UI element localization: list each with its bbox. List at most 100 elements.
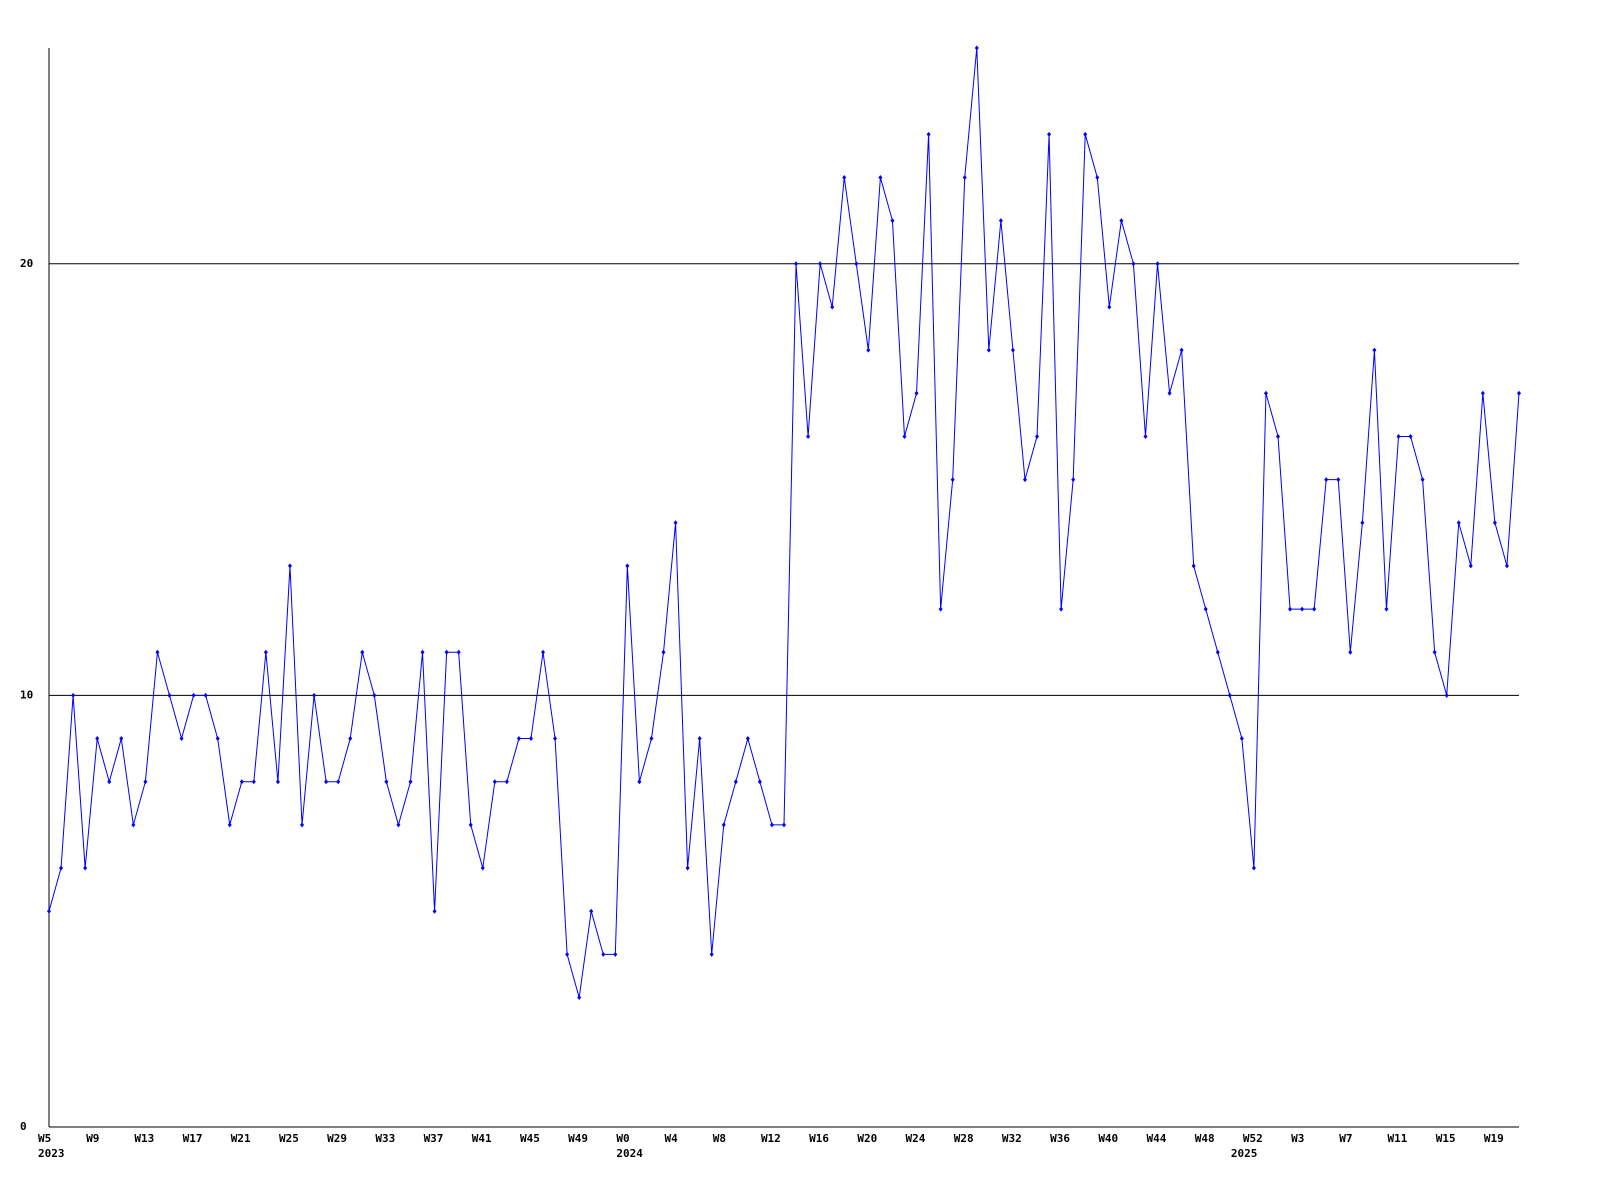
data-point (468, 822, 473, 828)
data-point (384, 779, 389, 785)
data-point (1468, 563, 1473, 569)
data-point (938, 606, 943, 612)
data-point (1119, 218, 1124, 224)
data-point (239, 779, 244, 785)
x-tick-label: W24 (906, 1132, 926, 1145)
data-point (155, 649, 160, 655)
data-point (95, 736, 100, 742)
data-point (167, 692, 172, 698)
data-point (1276, 433, 1281, 439)
data-point (986, 347, 991, 353)
data-point (890, 218, 895, 224)
data-point (360, 649, 365, 655)
data-point (372, 692, 377, 698)
data-point (480, 865, 485, 871)
data-point (782, 822, 786, 828)
data-point (203, 692, 208, 698)
data-point (1432, 649, 1437, 655)
data-line (48, 47, 1520, 998)
x-tick-label: W19 (1484, 1132, 1504, 1145)
data-point (1167, 390, 1172, 396)
data-point (962, 174, 967, 180)
data-point (1444, 692, 1449, 698)
x-tick-label: W41 (472, 1132, 492, 1145)
data-point (1022, 477, 1027, 483)
data-point (745, 736, 750, 742)
x-tick-label: W8 (713, 1132, 726, 1145)
data-point (1263, 390, 1268, 396)
data-point (1083, 131, 1088, 137)
x-tick-label: W36 (1050, 1132, 1070, 1145)
data-point (1155, 261, 1160, 267)
data-point (1360, 520, 1365, 526)
data-point (613, 951, 618, 957)
data-point (444, 649, 449, 655)
data-point (71, 692, 76, 698)
data-point (348, 736, 353, 742)
data-point (794, 261, 799, 267)
x-tick-label: W9 (86, 1132, 99, 1145)
data-point (1396, 433, 1401, 439)
x-tick-label: W11 (1388, 1132, 1408, 1145)
x-tick-label: W4 (665, 1132, 679, 1145)
data-point (878, 174, 883, 180)
data-point (59, 865, 64, 871)
data-point (1143, 433, 1148, 439)
x-tick-label: W15 (1436, 1132, 1456, 1145)
data-point (251, 779, 256, 785)
data-point (902, 433, 907, 439)
data-point (1107, 304, 1112, 310)
data-point (324, 779, 329, 785)
data-point (312, 692, 317, 698)
data-point (601, 951, 606, 957)
data-point (107, 779, 112, 785)
x-tick-label: W40 (1098, 1132, 1118, 1145)
x-tick-label: W21 (231, 1132, 251, 1145)
data-point (1071, 477, 1076, 483)
data-point (1203, 606, 1208, 612)
data-point (1239, 736, 1244, 742)
data-point (300, 822, 305, 828)
data-point (1179, 347, 1184, 353)
data-point (1059, 606, 1064, 612)
data-point (1504, 563, 1509, 569)
data-point (757, 779, 762, 785)
data-point (1384, 606, 1389, 612)
x-tick-label: W13 (134, 1132, 154, 1145)
data-point (1191, 563, 1196, 569)
data-point (649, 736, 654, 742)
x-tick-label: W12 (761, 1132, 781, 1145)
data-point (1420, 477, 1425, 483)
data-point (673, 520, 678, 526)
data-point (637, 779, 642, 785)
data-point (1251, 865, 1256, 871)
data-point (842, 174, 847, 180)
data-point (625, 563, 630, 569)
y-tick-label: 20 (20, 257, 33, 270)
data-point (1456, 520, 1461, 526)
year-label: 2025 (1231, 1147, 1258, 1160)
data-point (287, 563, 292, 569)
data-point (1372, 347, 1377, 353)
x-tick-label: W16 (809, 1132, 829, 1145)
data-point (275, 779, 280, 785)
data-point (769, 822, 774, 828)
x-tick-label: W29 (327, 1132, 347, 1145)
data-point (806, 433, 811, 439)
data-point (818, 261, 823, 267)
data-point (1227, 692, 1232, 698)
data-point (721, 822, 726, 828)
data-point (1312, 606, 1317, 612)
x-tick-label: W25 (279, 1132, 299, 1145)
data-point (998, 218, 1003, 224)
data-point (47, 908, 51, 914)
data-point (1288, 606, 1293, 612)
data-point (733, 779, 738, 785)
y-tick-label: 0 (20, 1120, 27, 1133)
data-point (1492, 520, 1497, 526)
data-point (528, 736, 533, 742)
x-tick-label: W5 (38, 1132, 51, 1145)
x-tick-label: W20 (857, 1132, 877, 1145)
